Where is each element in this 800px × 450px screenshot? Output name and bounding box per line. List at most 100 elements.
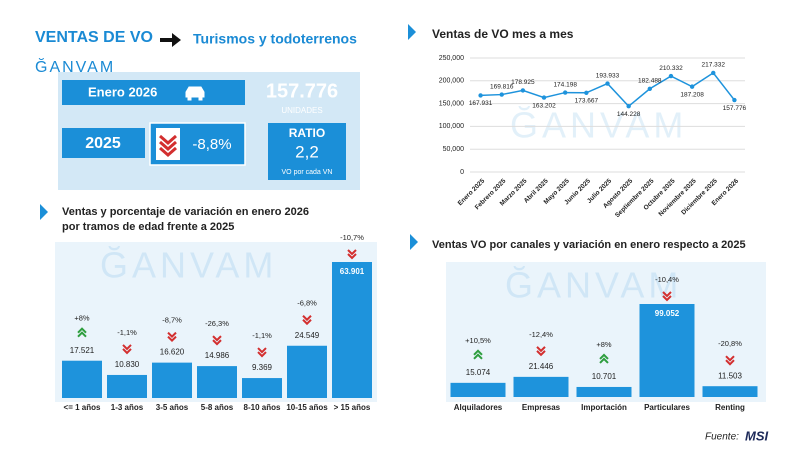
data-label: 210.332 (659, 65, 683, 72)
panel-bg (446, 262, 766, 402)
point (711, 70, 716, 76)
point (499, 92, 504, 97)
chevron (77, 327, 87, 334)
chart-title: Ventas y porcentaje de variación en ener… (62, 206, 309, 218)
chevron (257, 347, 267, 354)
x-tick-label: Importación (581, 403, 627, 412)
data-label: 169.816 (490, 83, 514, 90)
chevron (347, 249, 357, 256)
bar (197, 366, 237, 398)
chevron (662, 291, 672, 298)
data-label: 17.521 (70, 346, 95, 355)
bar (513, 376, 569, 397)
data-label: 16.620 (160, 348, 185, 357)
ratio-value: 2,2 (295, 142, 319, 161)
change-arrow (77, 327, 87, 338)
bar (639, 304, 695, 397)
y-tick-label: 150,000 (439, 100, 464, 107)
point (732, 97, 737, 103)
section-marker (40, 204, 48, 220)
change-arrow (473, 349, 483, 360)
change-label: +8% (596, 340, 612, 349)
y-tick-label: 50,000 (443, 146, 465, 153)
bar (107, 374, 147, 398)
y-tick-label: 250,000 (439, 55, 464, 62)
ratio-label: RATIO (289, 126, 325, 140)
data-label: 217.332 (702, 62, 726, 69)
chevron (77, 331, 87, 338)
kpi-year: 2025 (85, 135, 121, 152)
bar (450, 382, 506, 397)
change-label: -1,1% (117, 328, 137, 337)
data-label: 178.925 (511, 79, 535, 86)
watermark: ĞANVAM (100, 245, 277, 286)
x-tick-label: 3-5 años (156, 403, 189, 412)
point (520, 88, 526, 93)
data-label: 14.986 (205, 351, 230, 360)
chevron (122, 348, 132, 355)
chevron (347, 253, 357, 260)
change-label: -8,7% (162, 316, 182, 325)
x-tick-label: > 15 años (334, 403, 371, 412)
chevron (122, 344, 132, 351)
kpi-units-label: UNIDADES (281, 106, 322, 115)
x-tick-label: 10-15 años (286, 403, 328, 412)
point (541, 95, 547, 100)
chevron (536, 350, 546, 357)
ratio-box (268, 123, 346, 180)
watermark: ĞANVAM (510, 105, 687, 146)
x-tick-label: 5-8 años (201, 403, 234, 412)
chevron (167, 335, 177, 343)
x-tick-label: Septiembre 2025 (614, 177, 656, 219)
data-label: 21.446 (529, 362, 554, 371)
change-arrow (302, 315, 312, 326)
bar (152, 362, 192, 398)
down-chevrons (159, 134, 177, 157)
change-label: -1,1% (252, 331, 272, 340)
change-label: -10,4% (655, 275, 679, 284)
chevron (473, 353, 483, 360)
x-tick-label: Renting (715, 403, 745, 412)
x-tick-label: Particulares (644, 403, 690, 412)
point (647, 86, 653, 91)
kpi-units: 157.776 (266, 80, 338, 102)
chevron (212, 335, 222, 342)
data-label: 10.701 (592, 372, 617, 381)
watermark: ĞANVAM (505, 265, 682, 306)
data-label: 173.667 (575, 98, 599, 105)
change-label: -10,7% (340, 233, 364, 242)
car-icon (185, 86, 205, 101)
chevron (212, 339, 222, 346)
point (478, 93, 483, 98)
data-label: 144.228 (617, 111, 641, 118)
y-tick-label: 200,000 (439, 78, 464, 85)
section-marker (410, 234, 418, 250)
chart-title: Ventas de VO mes a mes (432, 27, 574, 41)
x-tick-label: Alquiladores (454, 403, 503, 412)
point (562, 90, 568, 95)
data-label: 163.202 (532, 102, 556, 109)
bar (702, 386, 758, 397)
point (584, 90, 589, 96)
point (689, 84, 695, 89)
bar (287, 345, 327, 398)
y-tick-label: 100,000 (439, 123, 464, 130)
bar (576, 386, 632, 397)
change-label: +8% (74, 314, 90, 323)
bar (332, 262, 372, 398)
change-arrow (167, 331, 177, 343)
change-arrow (725, 355, 735, 366)
title-arrow (160, 33, 181, 47)
chevron (302, 319, 312, 326)
ratio-note: VO por cada VN (282, 169, 333, 176)
change-arrow (536, 346, 546, 357)
y-tick-label: 0 (460, 169, 464, 176)
chevron (536, 346, 546, 353)
change-arrow (599, 353, 609, 364)
change-label: -12,4% (529, 330, 553, 339)
chevron (257, 351, 267, 358)
change-arrow (212, 335, 222, 346)
data-label: 193.933 (596, 72, 620, 79)
kpi-period: Enero 2026 (88, 84, 157, 99)
